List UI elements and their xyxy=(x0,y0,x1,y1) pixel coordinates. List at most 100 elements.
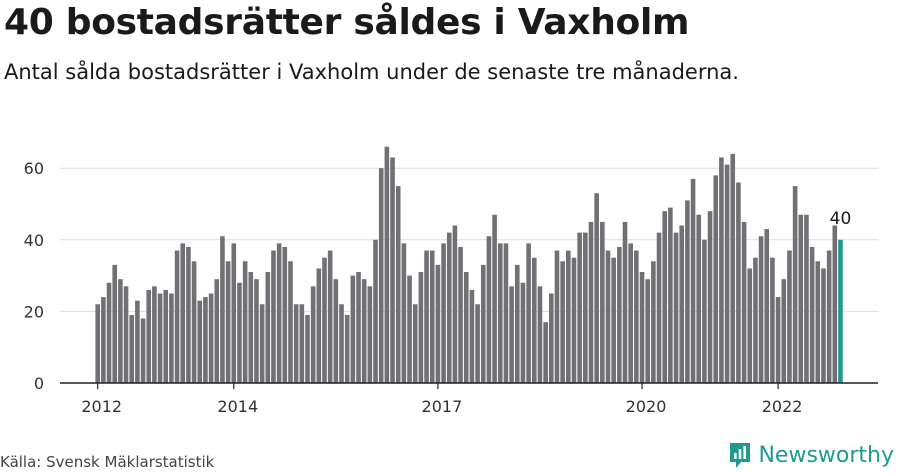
bar xyxy=(452,225,458,383)
bar xyxy=(463,272,469,383)
bar xyxy=(668,207,673,383)
bar xyxy=(384,146,390,383)
bar xyxy=(208,293,214,383)
bar xyxy=(492,214,497,383)
bar xyxy=(537,286,543,383)
bar xyxy=(271,250,276,383)
x-tick-label: 2012 xyxy=(81,397,122,416)
bar xyxy=(152,286,157,383)
bar xyxy=(169,293,174,383)
bar xyxy=(214,279,220,383)
bar xyxy=(157,293,163,383)
bar xyxy=(401,243,407,383)
bar xyxy=(458,246,463,383)
bar xyxy=(560,261,565,383)
bar xyxy=(634,250,639,383)
bar xyxy=(135,300,140,383)
x-tick-label: 2020 xyxy=(626,397,667,416)
bar xyxy=(730,153,736,383)
bar xyxy=(361,279,367,383)
bar xyxy=(220,236,225,383)
brand-name: Newsworthy xyxy=(758,442,894,468)
bar xyxy=(412,304,418,383)
bar xyxy=(736,182,741,383)
bar xyxy=(549,293,554,383)
bar xyxy=(112,264,118,383)
highlight-value-label: 40 xyxy=(830,209,852,229)
bar xyxy=(293,304,299,383)
page-subtitle: Antal sålda bostadsrätter i Vaxholm unde… xyxy=(4,60,739,84)
bar xyxy=(106,282,112,383)
bar xyxy=(583,232,588,383)
bar xyxy=(497,243,503,383)
bar xyxy=(350,275,356,383)
bar xyxy=(832,225,838,383)
bar xyxy=(815,261,821,383)
bar xyxy=(191,261,197,383)
bar xyxy=(95,304,100,383)
bar xyxy=(378,168,384,383)
bar xyxy=(333,279,339,383)
bar xyxy=(475,304,480,383)
bar xyxy=(798,214,804,383)
bar xyxy=(753,257,758,383)
bar xyxy=(571,257,577,383)
bar xyxy=(702,239,707,383)
bar xyxy=(645,279,650,383)
bar xyxy=(435,264,441,383)
newsworthy-brand[interactable]: Newsworthy xyxy=(728,441,894,469)
bar xyxy=(588,221,594,383)
bar xyxy=(679,225,685,383)
bar xyxy=(724,164,730,383)
bar xyxy=(129,314,135,383)
bar xyxy=(299,304,305,383)
bar xyxy=(622,221,628,383)
bar xyxy=(685,200,690,383)
bar xyxy=(696,214,702,383)
bar xyxy=(480,264,486,383)
bar xyxy=(821,268,826,383)
bar xyxy=(344,314,350,383)
bar xyxy=(446,232,452,383)
bar xyxy=(713,175,719,383)
bar xyxy=(566,250,571,383)
bar xyxy=(123,286,129,383)
bar xyxy=(390,157,395,383)
bar xyxy=(775,297,781,383)
bar xyxy=(276,243,282,383)
bar xyxy=(509,286,514,383)
bar xyxy=(242,261,248,383)
bar xyxy=(764,229,770,383)
bar xyxy=(197,300,203,383)
bar xyxy=(174,250,180,383)
bar xyxy=(140,318,146,383)
bar xyxy=(429,250,435,383)
bar xyxy=(101,297,106,383)
y-tick-label: 20 xyxy=(24,302,44,321)
bar xyxy=(770,257,775,383)
bar xyxy=(826,250,832,383)
bar xyxy=(719,157,724,383)
bar xyxy=(424,250,429,383)
bar xyxy=(310,286,316,383)
bar xyxy=(322,257,327,383)
bar xyxy=(288,261,293,383)
bar xyxy=(758,236,764,383)
bar xyxy=(418,272,424,383)
bar xyxy=(554,250,560,383)
bar xyxy=(662,211,667,383)
bar xyxy=(186,246,191,383)
bar xyxy=(118,279,123,383)
bar xyxy=(163,289,169,383)
bar xyxy=(747,268,753,383)
bar xyxy=(373,239,378,383)
bar-highlight xyxy=(838,239,843,383)
bar xyxy=(531,257,537,383)
bar xyxy=(514,264,520,383)
bar xyxy=(259,304,265,383)
bar xyxy=(146,289,152,383)
bar xyxy=(617,246,622,383)
bar xyxy=(594,193,599,383)
bar xyxy=(611,257,616,383)
bar xyxy=(316,268,322,383)
